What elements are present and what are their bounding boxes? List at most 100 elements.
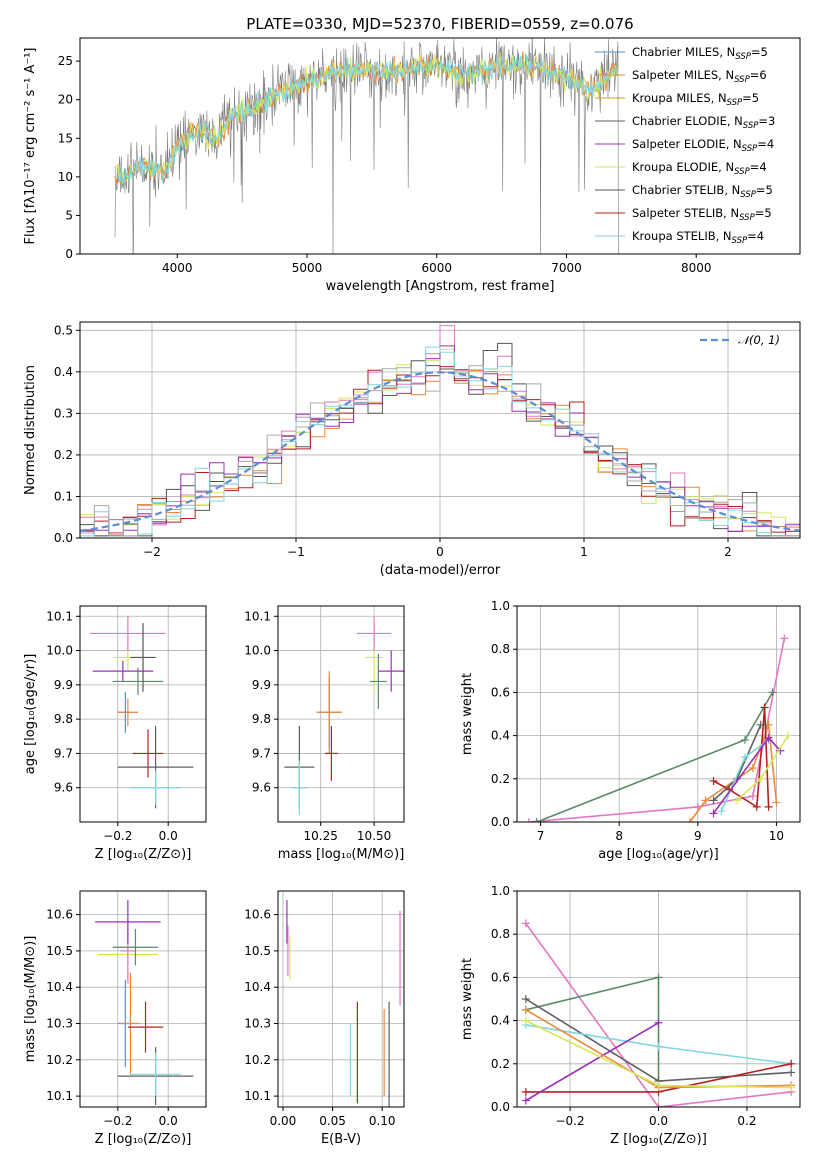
y-tick-label: 9.6: [252, 781, 271, 795]
weight-series-line: [525, 1022, 659, 1102]
weight-marker: [717, 807, 726, 816]
mass-vs-ebv-axes: 0.00 0.05 0.10 10.1 10.2 10.3 10.4 10.5 10.6 E(B-…: [244, 890, 405, 1147]
y-tick-label: 10.3: [46, 1017, 73, 1031]
y-tick-label: 9.9: [252, 678, 271, 692]
y-tick-label: 10.2: [244, 1053, 271, 1067]
y-tick-label: 25: [58, 54, 73, 68]
weight-series-line: [525, 976, 660, 1082]
legend-label: Salpeter MILES, NSSP=6: [632, 68, 767, 85]
weight-marker: [709, 809, 718, 818]
x-tick-label: 6000: [421, 261, 452, 275]
weight-vs-age-axes: 7 8 9 10 0.0 0.2 0.4 0.6 0.8 1.0 age [log₁₀(age/yr…: [460, 599, 801, 862]
x-tick-label: 0.10: [369, 1114, 396, 1128]
x-axis-label: (data-model)/error: [380, 563, 501, 578]
weight-marker: [521, 919, 530, 928]
weight-vs-z-plot: [521, 919, 796, 1107]
y-tick-label: 0.3: [54, 406, 73, 420]
x-tick-label: −0.2: [103, 1114, 132, 1128]
histogram-step: [80, 346, 800, 538]
x-tick-label: 0: [436, 545, 444, 559]
y-tick-label: 10.1: [46, 1089, 73, 1103]
data-point: [130, 623, 156, 692]
data-point: [95, 900, 161, 944]
weight-marker: [748, 792, 757, 801]
data-point: [324, 726, 338, 781]
residual-histogram-plot: [80, 325, 800, 538]
weight-marker: [787, 1068, 796, 1077]
x-tick-label: −1: [287, 545, 305, 559]
axes-frame: [79, 890, 207, 1108]
axes-frame: [277, 605, 405, 823]
data-point: [90, 616, 166, 651]
weight-marker: [740, 753, 749, 762]
weight-marker: [709, 796, 718, 805]
y-tick-label: 10.6: [244, 908, 271, 922]
x-tick-label: 10.25: [304, 829, 338, 843]
x-tick-label: 10.50: [357, 829, 391, 843]
y-tick-label: 0: [65, 247, 73, 261]
x-tick-label: 9: [694, 829, 702, 843]
weight-series-line: [528, 638, 786, 822]
weight-marker: [760, 703, 769, 712]
legend-label: Kroupa MILES, NSSP=5: [632, 91, 759, 108]
age-vs-mass-plot: [284, 616, 404, 816]
y-tick-label: 0.8: [491, 642, 510, 656]
axes-frame: [516, 890, 801, 1108]
weight-series-line: [525, 922, 792, 1107]
y-tick-label: 0.8: [491, 927, 510, 941]
x-tick-label: 8000: [681, 261, 712, 275]
y-tick-label: 10.3: [244, 1017, 271, 1031]
data-point: [127, 1001, 164, 1053]
x-axis-label: E(B-V): [321, 1132, 361, 1147]
y-tick-label: 9.7: [54, 746, 73, 760]
axes-frame: [277, 890, 405, 1108]
weight-marker: [756, 774, 765, 783]
data-point: [92, 660, 154, 682]
weight-marker: [654, 1018, 663, 1027]
age-vs-z-plot: [90, 616, 194, 809]
y-tick-label: 10.1: [244, 1089, 271, 1103]
mass-vs-z-plot: [95, 900, 194, 1106]
weight-marker: [532, 818, 541, 822]
spectrum-plot: [114, 38, 619, 254]
x-tick-label: 0.2: [737, 1114, 756, 1128]
x-tick-label: −0.2: [103, 829, 132, 843]
x-tick-label: 1: [580, 545, 588, 559]
y-tick-label: 0.0: [491, 815, 510, 829]
y-axis-label: mass [log₁₀(M/M⊙)]: [23, 936, 38, 1063]
legend-label: Salpeter STELIB, NSSP=5: [632, 206, 772, 223]
x-tick-label: 0.0: [649, 1114, 668, 1128]
weight-marker: [764, 802, 773, 811]
y-tick-label: 9.8: [54, 712, 73, 726]
weight-marker: [521, 995, 530, 1003]
y-axis-label: mass weight: [460, 673, 475, 755]
weight-marker: [733, 796, 742, 805]
weight-vs-age-plot: [524, 634, 793, 822]
weight-marker: [752, 802, 761, 811]
x-axis-label: Z [log₁₀(Z/Z⊙)]: [95, 847, 192, 862]
axes-frame: [79, 37, 801, 255]
x-tick-label: 8: [615, 829, 623, 843]
y-tick-label: 20: [58, 93, 73, 107]
data-point: [316, 671, 343, 754]
legend-label: Kroupa ELODIE, NSSP=4: [632, 160, 767, 177]
age-vs-mass-axes: 10.25 10.50 9.6 9.7 9.8 9.9 10.0 10.1 mass [log₁…: [244, 605, 405, 862]
data-point: [117, 698, 138, 726]
normal-curve: [80, 371, 800, 532]
age-vs-z-axes: −0.2 0.0 9.6 9.7 9.8 9.9 10.0 10.1 Z [log₁₀(Z/Z⊙…: [23, 605, 207, 862]
axes-frame: [516, 605, 801, 823]
weight-marker: [756, 720, 765, 729]
y-tick-label: 0.6: [491, 970, 510, 984]
weight-marker: [787, 1083, 796, 1092]
weight-marker: [654, 1042, 663, 1051]
x-tick-label: 2: [724, 545, 732, 559]
y-axis-label: Normed distribution: [23, 365, 38, 495]
x-tick-label: −0.2: [555, 1114, 584, 1128]
y-tick-label: 10.1: [244, 609, 271, 623]
model-line: [114, 51, 619, 185]
data-point: [357, 616, 392, 651]
weight-marker: [521, 1005, 530, 1014]
y-tick-label: 9.8: [252, 712, 271, 726]
weight-marker: [768, 688, 777, 697]
legend-label: Chabrier STELIB, NSSP=5: [632, 183, 773, 200]
